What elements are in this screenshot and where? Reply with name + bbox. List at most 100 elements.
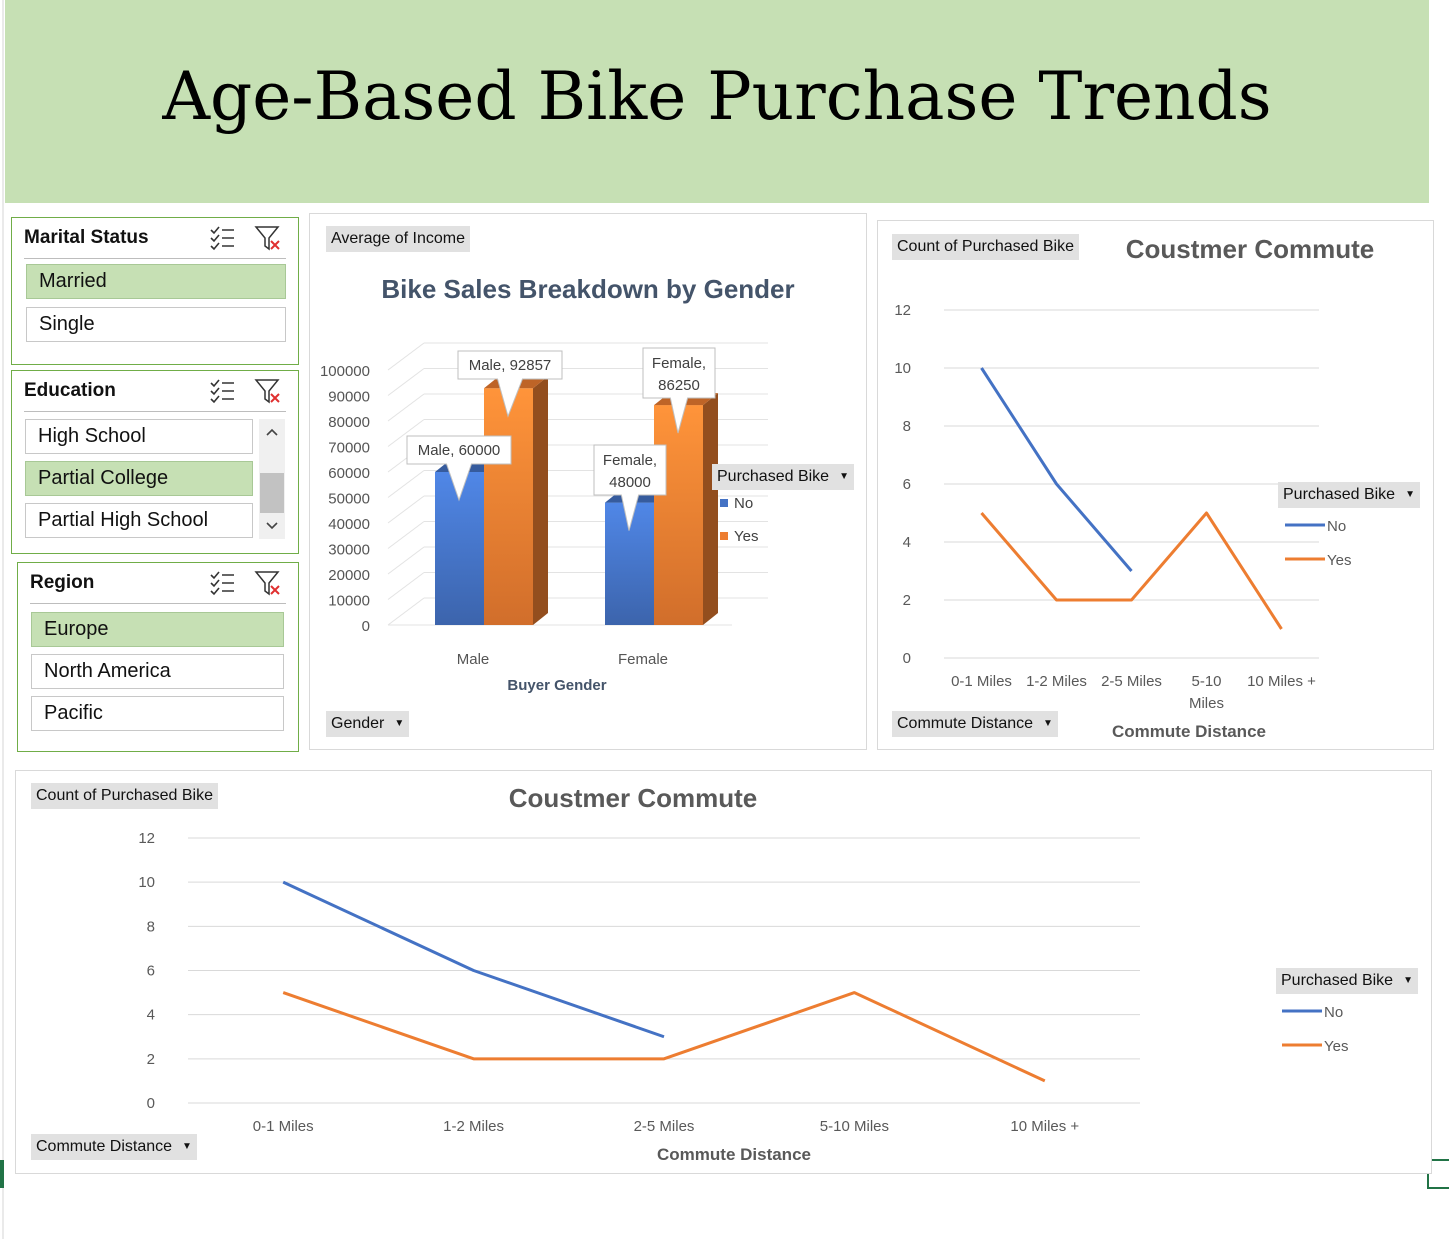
commute-chart-small: Coustmer Commute 0 2 4 6 8 10 12 0-1 Miles 1-2 Mi… xyxy=(894,234,1374,741)
y-tick-label: 0 xyxy=(362,618,370,635)
multi-select-icon[interactable] xyxy=(208,377,236,405)
slicer-item-married[interactable]: Married xyxy=(26,264,286,299)
axis-field-label: Gender xyxy=(331,715,385,733)
scroll-thumb[interactable] xyxy=(260,473,284,513)
gridline-side xyxy=(387,597,425,626)
x-tick-label: 10 Miles + xyxy=(1010,1118,1079,1135)
dropdown-arrow-icon: ▼ xyxy=(394,718,405,729)
chart-title: Bike Sales Breakdown by Gender xyxy=(381,274,794,304)
data-label: Female, 48000 xyxy=(603,452,657,491)
slicer-item-high-school[interactable]: High School xyxy=(25,419,253,454)
series-line-yes xyxy=(980,511,1283,630)
y-tick-label: 4 xyxy=(147,1007,155,1024)
clear-filter-icon[interactable] xyxy=(254,224,282,252)
slicer-header: Education xyxy=(24,371,286,412)
y-tick-label: 12 xyxy=(894,302,911,319)
slicer-item-partial-college[interactable]: Partial College xyxy=(25,461,253,496)
x-tick-label: Female xyxy=(618,651,668,668)
value-field-label: Average of Income xyxy=(331,230,466,247)
y-tick-label: 20000 xyxy=(328,567,370,584)
dropdown-arrow-icon: ▼ xyxy=(1043,718,1053,729)
legend-label: Yes xyxy=(734,528,758,545)
y-tick-label: 2 xyxy=(903,592,911,609)
slicer-marital-status[interactable]: Marital Status Married Single xyxy=(11,217,299,365)
slicer-item-north-america[interactable]: North America xyxy=(31,654,284,689)
axis-field-label: Commute Distance xyxy=(897,715,1034,733)
x-axis-title: Buyer Gender xyxy=(507,677,606,694)
x-tick-label: 1-2 Miles xyxy=(443,1118,504,1135)
scroll-down-icon[interactable] xyxy=(259,513,285,539)
axis-field-button[interactable]: Gender ▼ xyxy=(326,711,410,737)
x-tick-label: Male xyxy=(457,651,490,668)
slicer-education[interactable]: Education High School Partial College Pa… xyxy=(11,370,299,554)
gridline-side xyxy=(387,393,425,422)
y-tick-label: 80000 xyxy=(328,414,370,431)
y-tick-label: 12 xyxy=(138,830,155,847)
axis-field-button[interactable]: Commute Distance ▼ xyxy=(892,711,1058,737)
commute-chart-small-panel[interactable]: Coustmer Commute 0 2 4 6 8 10 12 0-1 Miles 1-2 Mi… xyxy=(877,220,1434,750)
multi-select-icon[interactable] xyxy=(208,224,236,252)
y-tick-label: 0 xyxy=(147,1095,155,1112)
legend-swatch xyxy=(720,532,728,540)
legend-field-button[interactable]: Purchased Bike ▼ xyxy=(712,464,854,490)
data-label-callout xyxy=(457,350,563,418)
bar-side xyxy=(703,393,718,625)
gridline-side xyxy=(387,546,425,575)
x-tick-label: 2-5 Miles xyxy=(634,1118,695,1135)
data-label-callout xyxy=(642,347,716,434)
multi-select-icon[interactable] xyxy=(208,569,236,597)
value-field-button[interactable]: Average of Income xyxy=(326,226,471,252)
value-field-button[interactable]: Count of Purchased Bike xyxy=(31,783,218,809)
x-tick-label: 0-1 Miles xyxy=(253,1118,314,1135)
y-tick-label: 0 xyxy=(903,650,911,667)
legend-field-button[interactable]: Purchased Bike ▼ xyxy=(1276,968,1418,994)
dropdown-arrow-icon: ▼ xyxy=(182,1141,192,1152)
commute-chart-large: Coustmer Commute 0 2 4 6 8 10 12 0-1 Miles 1-2 Mi… xyxy=(138,783,1348,1164)
x-tick-label: 2-5 Miles xyxy=(1101,673,1162,690)
slicer-item-single[interactable]: Single xyxy=(26,307,286,342)
y-tick-label: 30000 xyxy=(328,542,370,559)
chart-title: Coustmer Commute xyxy=(509,783,757,813)
slicer-scrollbar[interactable] xyxy=(259,419,285,539)
axis-field-button[interactable]: Commute Distance ▼ xyxy=(31,1134,197,1160)
x-tick-label: 1-2 Miles xyxy=(1026,673,1087,690)
legend-field-label: Purchased Bike xyxy=(717,468,830,486)
y-tick-label: 8 xyxy=(147,918,155,935)
clear-filter-icon[interactable] xyxy=(254,569,282,597)
slicer-header: Marital Status xyxy=(24,218,286,259)
slicer-item-partial-high-school[interactable]: Partial High School xyxy=(25,503,253,538)
y-tick-label: 40000 xyxy=(328,516,370,533)
y-tick-label: 10 xyxy=(138,874,155,891)
gender-chart-panel[interactable]: Bike Sales Breakdown by Gender 0 10000 2000… xyxy=(309,213,867,750)
data-label-callout xyxy=(593,444,667,531)
legend-label: Yes xyxy=(1327,552,1351,569)
slicer-item-pacific[interactable]: Pacific xyxy=(31,696,284,731)
data-label: Female, 86250 xyxy=(652,355,706,394)
clear-filter-icon[interactable] xyxy=(254,377,282,405)
x-tick-label: 5-10 Miles xyxy=(1189,673,1224,712)
legend-swatch xyxy=(720,499,728,507)
value-field-button[interactable]: Count of Purchased Bike xyxy=(892,234,1079,260)
slicer-item-europe[interactable]: Europe xyxy=(31,612,284,647)
dropdown-arrow-icon: ▼ xyxy=(1403,975,1413,986)
legend-field-button[interactable]: Purchased Bike ▼ xyxy=(1278,482,1420,508)
legend-label: No xyxy=(734,495,753,512)
commute-chart-large-panel[interactable]: Coustmer Commute 0 2 4 6 8 10 12 0-1 Miles 1-2 Mi… xyxy=(15,770,1432,1174)
bar-side xyxy=(533,376,548,625)
dropdown-arrow-icon: ▼ xyxy=(839,471,849,482)
x-tick-label: 0-1 Miles xyxy=(951,673,1012,690)
slicer-title: Education xyxy=(24,380,116,401)
scroll-up-icon[interactable] xyxy=(259,419,285,445)
title-banner: Age-Based Bike Purchase Trends xyxy=(5,0,1429,203)
slicer-region[interactable]: Region Europe North America Pacific xyxy=(17,562,299,752)
y-tick-label: 10 xyxy=(894,360,911,377)
slicer-title: Marital Status xyxy=(24,227,149,248)
gridline-side xyxy=(387,495,425,524)
series-line-no xyxy=(282,880,665,1039)
x-tick-label: 10 Miles + xyxy=(1247,673,1316,690)
gender-chart: Bike Sales Breakdown by Gender 0 10000 2000… xyxy=(320,274,795,694)
gridline-side xyxy=(387,470,425,498)
legend-label: No xyxy=(1324,1004,1343,1021)
y-tick-label: 100000 xyxy=(320,363,370,380)
legend-label: No xyxy=(1327,518,1346,535)
